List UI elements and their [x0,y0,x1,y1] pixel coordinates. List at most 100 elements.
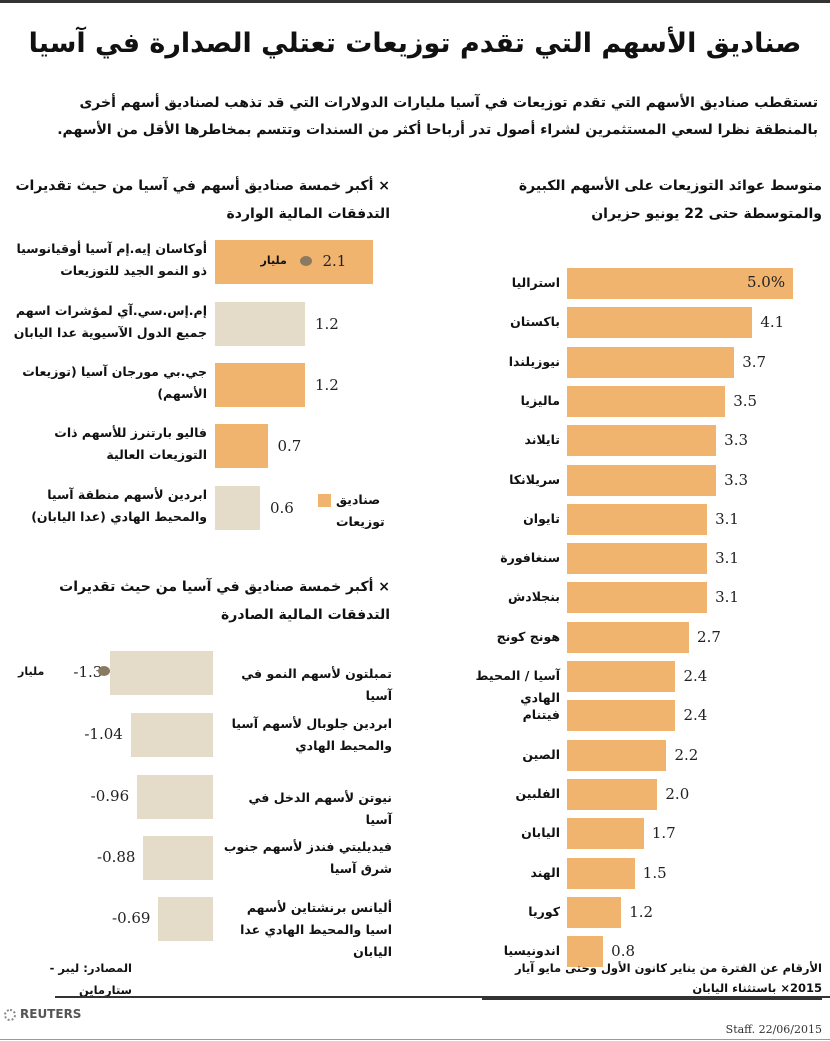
outflow-value-label: 0.88- [96,848,136,866]
yield-value-label: 2.7 [697,627,721,646]
yield-value-label: 3.3 [724,470,749,489]
yield-country-label: هونج كونج [496,628,560,644]
yield-country-label: آسيا / المحيط الهادي [475,668,561,705]
outflow-value-label: 0.69- [112,909,151,927]
footer-rule [55,996,830,998]
source-note: المصادر: ليبر - ستارماين [49,961,132,997]
yield-country-label: استراليا [511,275,560,290]
yield-country-label: باكستان [510,314,560,330]
yield-value-label: 3.3 [724,431,749,450]
outflow-fund-label: تمبلتون لأسهم النمو في آسيا [241,666,392,703]
inflow-fund-label: ابردين لأسهم منطقة آسيا والمحيط الهادي (… [31,487,207,524]
yield-country-label: ماليزيا [520,392,560,408]
money-icon [299,256,312,266]
yield-bar [567,268,793,299]
yield-value-label: 2.0 [665,784,690,803]
reuters-brand: REUTERS [20,1007,82,1021]
yield-bar [567,307,753,339]
yield-country-label: اندونيسيا [503,943,560,959]
inflow-bar [215,363,305,407]
outflow-chart-title: × أكبر خمسة صناديق في آسيا من حيث تقديرا… [59,579,390,623]
yield-value-label: 1.5 [642,863,667,882]
outflow-fund-label: فيديليتي فندز لأسهم جنوب شرق آسيا [223,839,392,876]
yield-value-label: 3.7 [742,352,767,371]
yield-country-label: كوريا [528,903,560,919]
page-title: صناديق الأسهم التي تقدم توزيعات تعتلي ال… [28,28,802,59]
inflow-chart-title: × أكبر خمسة صناديق أسهم في آسيا من حيث ت… [15,178,390,222]
yield-bar [567,857,635,889]
yield-value-label: 4.1 [760,313,785,332]
yield-country-label: الصين [522,746,560,762]
yield-bar [567,385,726,417]
credit: Staff. 22/06/2015 [725,1023,822,1036]
outflow-bar [143,836,213,880]
outflow-bar [110,651,213,695]
yield-value-label: 3.1 [715,509,739,528]
outflow-bar [130,713,213,757]
outflow-fund-label: نيوتن لأسهم الدخل في آسيا [248,790,392,827]
yield-country-label: سريلانكا [509,471,560,487]
yield-chart-title: متوسط عوائد التوزيعات على الأسهم الكبيرة… [518,178,822,222]
inflow-bar [215,240,373,284]
inflow-value-label: 0.7 [277,437,302,455]
yield-country-label: نيوزيلندا [508,353,560,369]
yield-bar [567,700,676,732]
outflow-fund-label: أليانس برنشتاين لأسهم اسيا والمحيط الهاد… [240,900,392,959]
yield-value-label: 2.2 [674,745,699,764]
inflow-value-label: 0.6 [270,499,294,517]
bottom-rule [0,1039,830,1040]
yield-bar [567,661,676,692]
outflow-fund-label: ابردين جلوبال لأسهم آسيا والمحيط الهادي [231,716,392,753]
subtitle: تستقطب صناديق الأسهم التي تقدم توزيعات ف… [57,95,818,138]
yield-value-label: 2.4 [683,706,708,725]
yield-bar [567,818,644,850]
yield-value-label: 3.1 [715,588,739,607]
inflow-bar [215,424,268,468]
money-icon [98,666,111,676]
yield-country-label: الهند [530,864,560,880]
outflow-value-label: 0.96- [90,787,130,805]
yield-bar [567,543,708,575]
yield-bar [567,582,708,614]
outflow-unit-label: مليار [18,665,45,678]
top-rule [0,0,830,3]
outflow-value-label: 1.04- [84,725,123,743]
yield-bar [567,346,735,378]
inflow-bar [215,486,260,530]
yield-value-label: 3.1 [715,549,739,568]
yield-country-label: تايوان [523,510,560,526]
reuters-logo-icon [4,1009,16,1021]
outflow-bar [158,897,213,941]
yield-bar [567,936,604,968]
outflow-value-label: 1.3- [73,663,103,681]
yield-bar [567,621,690,653]
inflow-unit-label: مليار [260,254,287,267]
yield-country-label: اليابان [521,825,560,841]
inflow-bar [215,302,305,346]
yield-bar [567,778,658,810]
yield-bar [567,503,708,535]
yield-bar [567,425,717,457]
inflow-fund-label: فاليو بارتنرز للأسهم ذات التوزيعات العال… [54,425,207,462]
yield-country-label: تايلاند [524,432,561,448]
yield-bar [567,896,622,928]
yield-country-label: فيتنام [522,707,560,723]
inflow-value-label: 2.1 [322,252,347,270]
outflow-bar [137,775,213,819]
yield-value-label: 3.5 [733,391,758,410]
yield-country-label: سنغافورة [500,550,560,566]
yield-value-label: 1.7 [651,824,676,843]
legend-swatch [318,494,331,507]
inflow-value-label: 1.2 [315,315,339,333]
yield-country-label: الفلبين [515,785,560,801]
inflow-value-label: 1.2 [315,376,339,394]
yield-value-label: 1.2 [629,902,654,921]
inflow-fund-label: إم.إس.سي.آي لمؤشرات اسهم جميع الدول الآس… [13,303,207,340]
inflow-fund-label: جي.بي مورجان آسيا (توزيعات الأسهم) [22,364,207,401]
yield-value-label: 2.4 [683,667,708,685]
yield-bar [567,464,717,496]
legend-label: صناديق توزيعات [336,492,385,529]
footnote: الأرقام عن الفترة من يناير كانون الأول و… [482,958,822,1000]
yield-value-label: 5.0% [747,273,786,291]
